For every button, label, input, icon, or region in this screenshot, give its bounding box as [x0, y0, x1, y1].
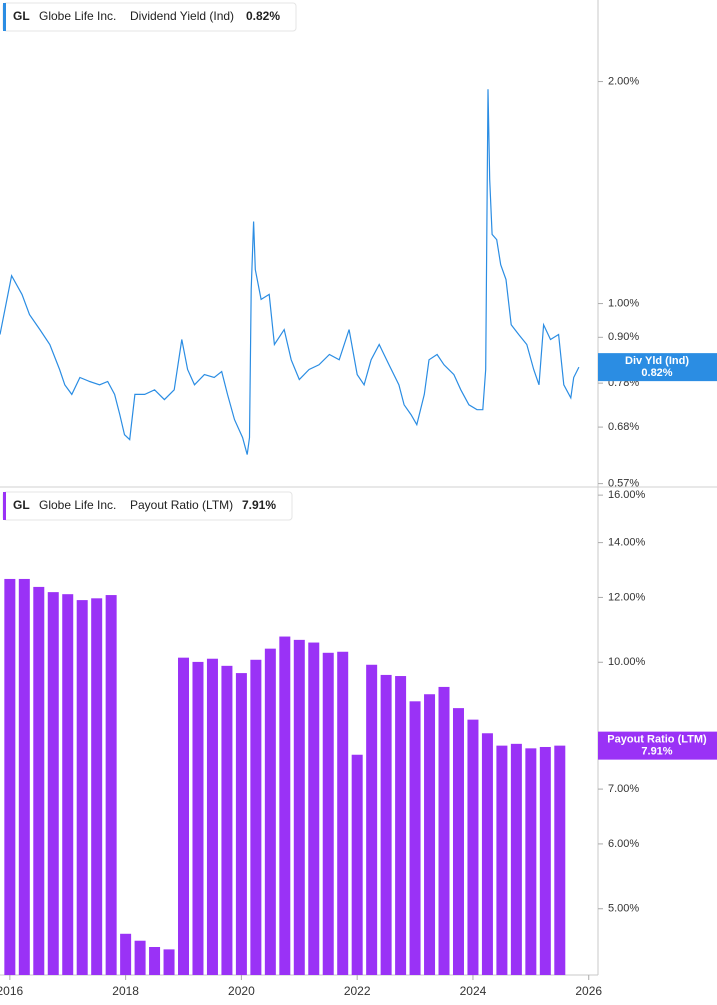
header-marker: [3, 3, 6, 31]
bar: [380, 674, 392, 975]
bar: [250, 659, 262, 975]
line: [0, 89, 580, 455]
x-tick-label: 2024: [460, 984, 487, 998]
bar: [322, 652, 334, 975]
x-tick-label: 2022: [344, 984, 371, 998]
value-tag: Div Yld (Ind)0.82%: [598, 353, 717, 382]
header: GL Globe Life Inc. Payout Ratio (LTM) 7.…: [2, 491, 293, 521]
y-tick-label: 6.00%: [608, 838, 639, 850]
bar: [91, 598, 103, 975]
x-tick-label: 2020: [228, 984, 255, 998]
bar: [221, 665, 233, 975]
value-tag-box: [598, 353, 717, 382]
value-tag-label: 0.82%: [641, 367, 672, 379]
bar: [539, 746, 551, 975]
bar: [105, 595, 117, 975]
bar: [33, 586, 45, 975]
x-tick-label: 2016: [0, 984, 24, 998]
bar: [120, 933, 132, 975]
bar: [510, 743, 522, 975]
value-tag-name: Payout Ratio (LTM): [607, 734, 707, 746]
bar: [452, 708, 464, 975]
bar: [351, 754, 363, 975]
series-name: Payout Ratio (LTM): [130, 498, 233, 512]
bar: [438, 686, 450, 975]
ticker: GL: [13, 9, 30, 23]
bar: [76, 600, 88, 975]
bar: [279, 636, 291, 975]
company: Globe Life Inc.: [39, 498, 116, 512]
y-tick-label: 0.90%: [608, 331, 639, 343]
bar: [192, 661, 204, 975]
bar: [149, 946, 161, 975]
bar: [496, 745, 508, 975]
y-tick-label: 14.00%: [608, 537, 646, 549]
x-tick-label: 2026: [575, 984, 602, 998]
value-tag-name: Div Yld (Ind): [625, 355, 689, 367]
y-tick-label: 0.68%: [608, 421, 639, 433]
bar: [308, 642, 320, 975]
bar: [366, 664, 378, 975]
y-tick-label: 7.00%: [608, 783, 639, 795]
y-tick-label: 16.00%: [608, 489, 646, 501]
bar: [206, 658, 218, 975]
header: GL Globe Life Inc. Dividend Yield (Ind) …: [2, 2, 297, 32]
bar: [47, 592, 59, 975]
bar: [481, 733, 493, 975]
header-marker: [3, 492, 6, 520]
bar: [554, 745, 566, 975]
bar: [134, 940, 146, 975]
bar: [178, 657, 190, 975]
y-tick-label: 0.57%: [608, 478, 639, 490]
bar: [264, 648, 276, 975]
bar: [18, 578, 30, 975]
bar: [467, 719, 479, 975]
bar: [235, 673, 247, 975]
y-tick-label: 12.00%: [608, 591, 646, 603]
y-tick-label: 5.00%: [608, 903, 639, 915]
bar: [395, 676, 407, 975]
ticker: GL: [13, 498, 30, 512]
company: Globe Life Inc.: [39, 9, 116, 23]
value-tag-box: [598, 731, 717, 760]
bar: [424, 694, 436, 975]
current-value: 0.82%: [246, 9, 280, 23]
bar: [337, 651, 349, 975]
bar: [163, 949, 175, 975]
series-name: Dividend Yield (Ind): [130, 9, 234, 23]
current-value: 7.91%: [242, 498, 276, 512]
bar: [525, 748, 537, 975]
bar: [62, 594, 74, 975]
bar: [409, 701, 421, 975]
y-tick-label: 1.00%: [608, 297, 639, 309]
y-tick-label: 2.00%: [608, 75, 639, 87]
bar: [293, 639, 305, 975]
value-tag-label: 7.91%: [641, 746, 672, 758]
bar: [4, 578, 16, 975]
value-tag: Payout Ratio (LTM)7.91%: [598, 731, 717, 760]
y-tick-label: 10.00%: [608, 656, 646, 668]
x-tick-label: 2018: [112, 984, 139, 998]
